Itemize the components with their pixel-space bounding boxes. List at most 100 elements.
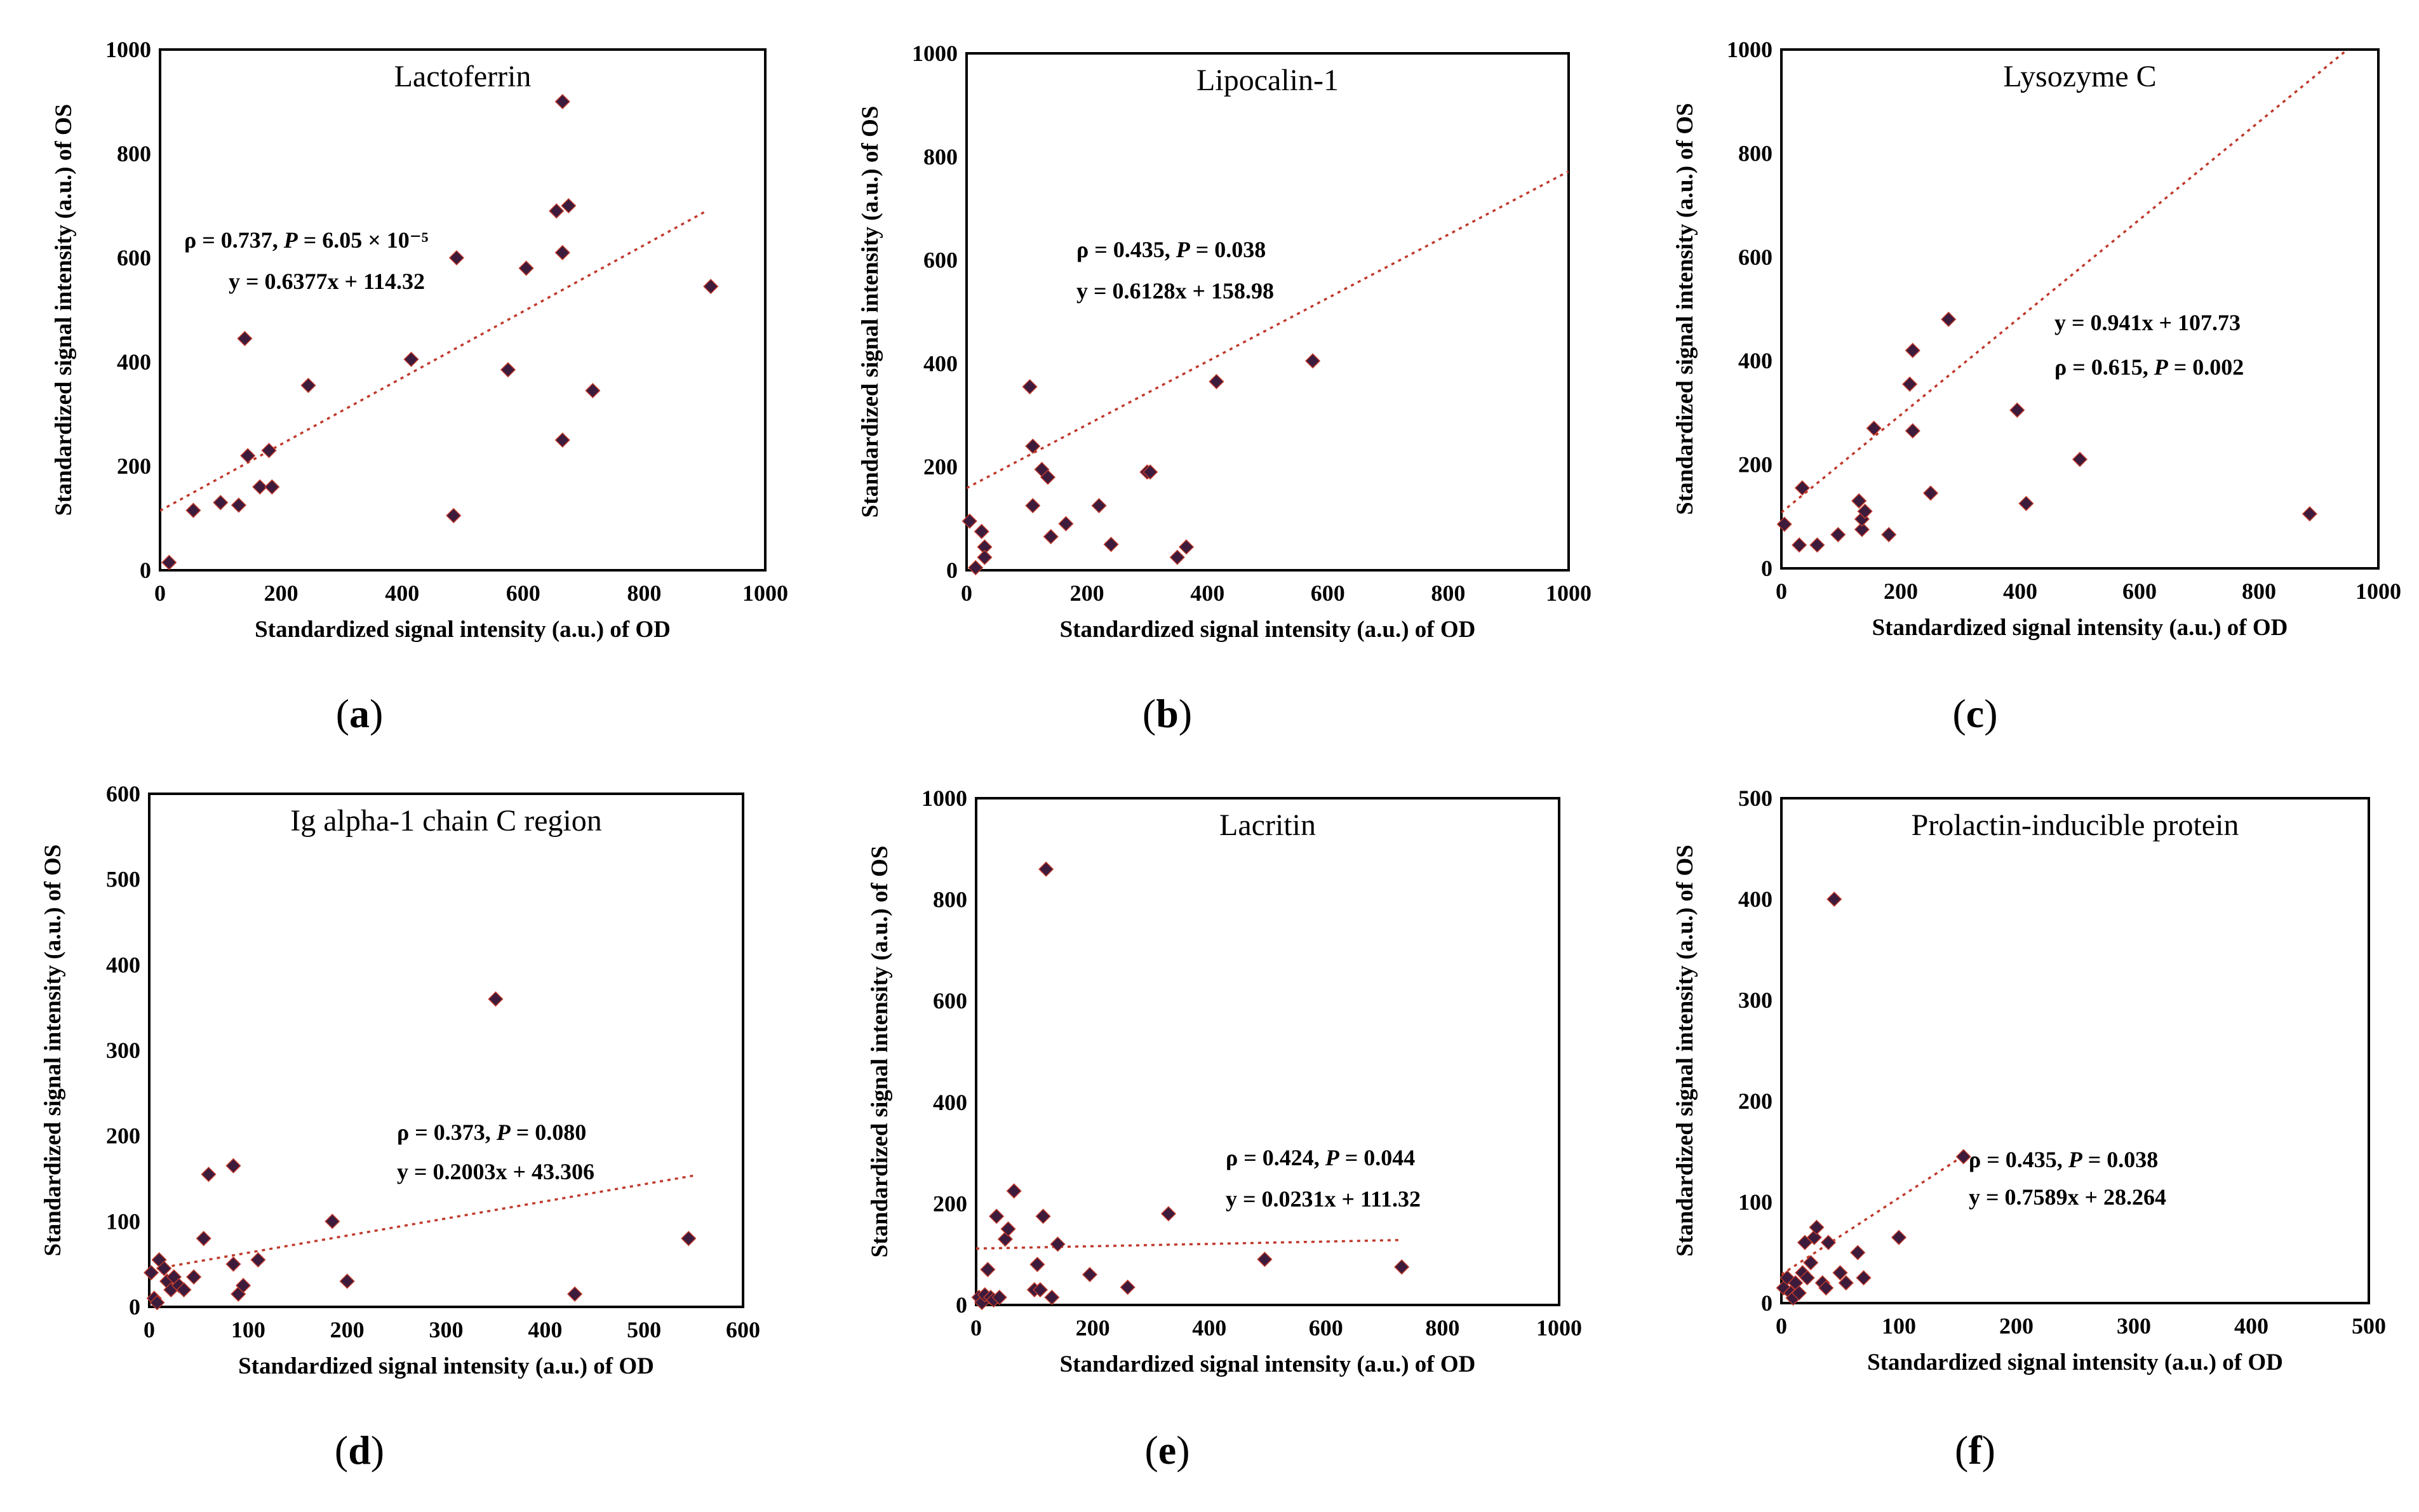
data-point (1040, 469, 1056, 485)
x-tick-label: 0 (1776, 579, 1787, 604)
x-tick-label: 0 (144, 1317, 155, 1342)
data-point (448, 250, 465, 266)
data-point (1022, 378, 1038, 395)
data-point (1035, 1208, 1051, 1224)
chart-panel-e: 0 200 400 600 800 1000 0 200 400 600 800 1000 Standa… (867, 786, 1582, 1377)
data-point (1120, 1280, 1136, 1295)
data-point (261, 443, 277, 458)
data-point (300, 377, 316, 393)
x-tick-label: 1000 (2355, 579, 2401, 604)
data-point (1160, 1206, 1177, 1222)
data-point (1006, 1183, 1022, 1199)
data-point (201, 1167, 217, 1182)
trendline (1781, 50, 2350, 514)
plot-frame (1780, 797, 2370, 1304)
data-point (225, 1256, 241, 1272)
data-point (991, 1289, 1007, 1306)
y-tick-label: 0 (1761, 1290, 1772, 1316)
chart-title: Lactoferrin (394, 60, 532, 93)
y-tick-label: 300 (1738, 987, 1772, 1013)
chart-panel-c: 0 200 400 600 800 1000 0 200 400 600 800 1000 Standa… (1672, 37, 2401, 641)
data-point (681, 1231, 697, 1247)
x-tick-label: 600 (2122, 579, 2157, 604)
y-axis-label: Standardized signal intensity (a.u.) of … (51, 104, 77, 516)
x-tick-label: 300 (2117, 1313, 2151, 1339)
data-point (213, 495, 229, 511)
data-point (185, 502, 201, 518)
data-point (554, 93, 570, 110)
data-point (1809, 1219, 1825, 1235)
x-tick-label: 400 (385, 580, 419, 606)
x-tick-label: 1000 (1536, 1315, 1582, 1341)
x-axis-label: Standardized signal intensity (a.u.) of … (238, 1353, 654, 1379)
x-tick-label: 800 (627, 580, 661, 606)
data-point (1856, 1270, 1872, 1286)
y-tick-label: 600 (923, 248, 958, 273)
data-point (325, 1214, 340, 1229)
data-point (250, 1252, 266, 1268)
equation-annotation: y = 0.941x + 107.73 (2054, 310, 2241, 335)
y-axis-label: Standardized signal intensity (a.u.) of … (1672, 103, 1698, 515)
data-point (1178, 539, 1195, 555)
x-tick-label: 0 (154, 580, 166, 606)
x-tick-label: 400 (528, 1317, 562, 1342)
x-tick-label: 200 (1076, 1315, 1110, 1341)
data-point (1803, 1255, 1819, 1271)
equation-annotation: y = 0.2003x + 43.306 (397, 1159, 594, 1184)
data-point (1850, 1245, 1866, 1261)
data-point (1394, 1259, 1410, 1275)
data-point (446, 507, 462, 523)
data-point (1058, 516, 1074, 532)
data-point (1857, 504, 1873, 519)
data-point (1000, 1221, 1016, 1237)
plot-frame (148, 793, 744, 1308)
panel-label-e: (e)(e) (1144, 1428, 1189, 1473)
data-point (186, 1269, 202, 1285)
data-point (1025, 498, 1041, 514)
x-tick-label: 800 (1425, 1315, 1459, 1341)
x-tick-label: 600 (506, 580, 540, 606)
data-point (703, 279, 719, 295)
x-tick-label: 1000 (1546, 580, 1591, 606)
y-tick-label: 0 (946, 558, 958, 583)
data-point (1169, 549, 1185, 565)
data-point (2018, 495, 2034, 511)
chart-title: Ig alpha-1 chain C region (290, 804, 602, 838)
panel-label-c: (c)(c) (1952, 691, 1997, 736)
plot-frame (159, 48, 767, 572)
y-tick-label: 0 (140, 558, 151, 583)
data-point (240, 448, 256, 464)
y-tick-label: 200 (106, 1123, 140, 1149)
y-tick-label: 400 (117, 349, 151, 375)
correlation-annotation: ρ = 0.615, P = 0.002 (2054, 354, 2244, 380)
chart-title: Lysozyme C (2003, 60, 2156, 93)
y-tick-label: 200 (1738, 1088, 1772, 1114)
data-point (1955, 1149, 1971, 1165)
data-point (1792, 537, 1807, 553)
y-tick-label: 500 (1738, 786, 1772, 811)
trendline (976, 1238, 1402, 1250)
data-point (1809, 537, 1825, 553)
data-point (252, 479, 268, 495)
x-tick-label: 400 (2234, 1313, 2268, 1339)
data-point (977, 549, 993, 565)
data-point (1142, 464, 1158, 480)
data-point (968, 559, 984, 575)
data-point (2072, 452, 2088, 467)
y-tick-label: 600 (1738, 244, 1772, 270)
data-point (1209, 373, 1224, 389)
x-tick-label: 800 (2242, 579, 2276, 604)
data-point (2009, 402, 2025, 418)
data-point (1818, 1280, 1834, 1296)
x-tick-label: 500 (627, 1317, 661, 1342)
plot-frame (975, 797, 1560, 1306)
data-point (1050, 1236, 1066, 1252)
y-tick-label: 400 (1738, 348, 1772, 373)
correlation-annotation: ρ = 0.737, P = 6.05 × 10⁻⁵ (184, 227, 429, 253)
chart-panel-a: 0 200 400 600 800 1000 0 200 400 600 800 1000 Standa… (51, 37, 788, 643)
y-tick-label: 0 (1761, 556, 1772, 581)
x-tick-label: 200 (1884, 579, 1918, 604)
data-point (1854, 521, 1870, 537)
x-tick-label: 400 (1190, 580, 1224, 606)
y-tick-label: 200 (117, 453, 151, 479)
